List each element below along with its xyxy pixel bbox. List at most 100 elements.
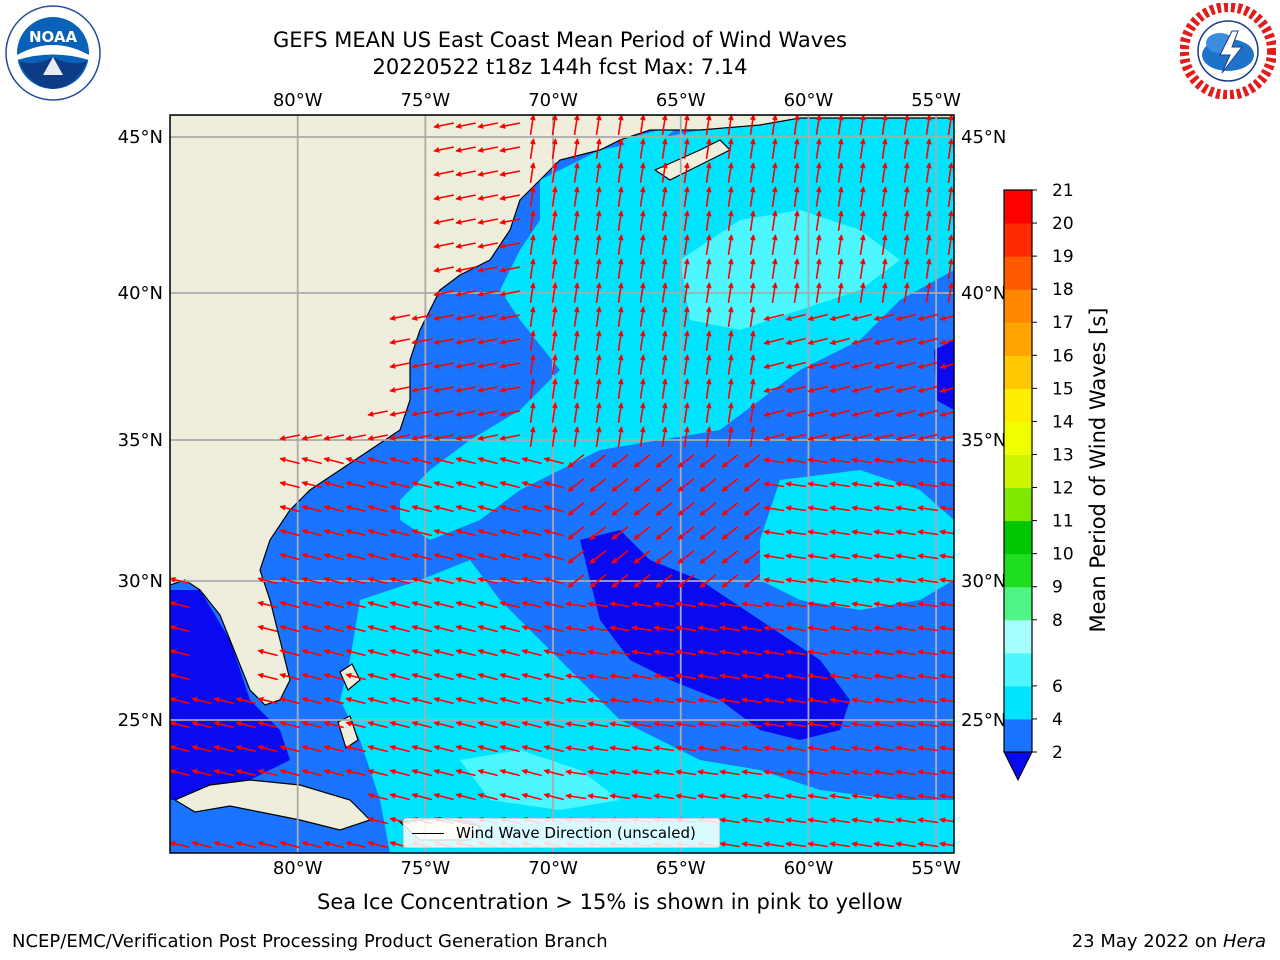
wave-direction-arrow [301, 552, 322, 561]
legend-label: Wind Wave Direction (unscaled) [456, 824, 696, 842]
lat-label-left: 25°N [118, 710, 163, 731]
wave-direction-arrow [301, 720, 322, 729]
wave-direction-arrow [631, 745, 653, 752]
wave-direction-arrow [727, 162, 734, 184]
wave-direction-arrow [851, 769, 873, 776]
wave-direction-arrow [573, 402, 580, 424]
wave-direction-arrow [455, 720, 476, 729]
wave-direction-arrow [433, 338, 454, 345]
wave-direction-arrow [477, 504, 498, 513]
wave-direction-arrow [785, 337, 806, 346]
colorbar-segment [1004, 619, 1032, 654]
wave-direction-arrow [653, 673, 675, 680]
wave-direction-arrow [721, 502, 739, 516]
wave-direction-arrow [323, 840, 344, 849]
wave-direction-arrow [499, 624, 520, 633]
colorbar-tick-label: 21 [1052, 181, 1074, 201]
wave-direction-arrow [411, 672, 432, 681]
map-frame [169, 114, 955, 854]
wave-direction-arrow [807, 433, 828, 442]
footer-date: 23 May 2022 on Hera [1072, 931, 1266, 952]
lon-label-bottom: 60°W [784, 858, 834, 879]
wave-direction-arrow [771, 162, 778, 184]
wave-direction-arrow [455, 242, 476, 249]
wave-direction-arrow [851, 793, 873, 800]
wave-direction-arrow [683, 258, 690, 280]
wave-direction-arrow [301, 624, 322, 633]
wave-direction-arrow [895, 721, 917, 728]
wave-direction-arrow [499, 768, 520, 777]
wave-direction-arrow [721, 526, 739, 540]
wave-direction-arrow [389, 480, 410, 489]
wave-direction-arrow [873, 529, 895, 536]
wave-direction-arrow [661, 354, 668, 376]
wave-direction-arrow [170, 648, 190, 657]
wave-direction-arrow [683, 186, 690, 208]
wave-direction-arrow [807, 553, 829, 560]
wave-direction-arrow [617, 306, 624, 328]
wave-direction-arrow [389, 362, 410, 369]
colorbar-segment [1004, 652, 1032, 687]
wave-direction-arrow [705, 115, 712, 136]
wave-direction-arrow [170, 744, 190, 753]
wave-direction-arrow [807, 649, 829, 656]
wave-direction-arrow [595, 282, 602, 304]
wave-direction-arrow [851, 409, 872, 418]
wave-direction-arrow [521, 648, 542, 657]
wave-direction-arrow [345, 552, 366, 561]
wave-direction-arrow [763, 361, 784, 370]
colorbar-segment [1004, 322, 1032, 356]
wave-direction-arrow [411, 648, 432, 657]
wave-direction-arrow [279, 504, 300, 513]
wave-direction-arrow [323, 600, 344, 609]
wave-direction-arrow [573, 282, 580, 304]
wave-direction-arrow [873, 553, 895, 560]
wave-direction-arrow [477, 194, 498, 201]
wave-direction-arrow [771, 258, 778, 280]
wave-direction-arrow [631, 601, 653, 608]
wave-direction-arrow [191, 696, 212, 705]
wave-direction-arrow [323, 696, 344, 705]
wave-direction-arrow [279, 672, 300, 681]
wave-direction-arrow [763, 385, 784, 394]
wave-direction-arrow [367, 696, 388, 705]
wave-direction-arrow [257, 648, 278, 657]
wave-direction-arrow [477, 266, 498, 273]
wave-direction-arrow [279, 480, 300, 489]
wave-direction-arrow [455, 362, 476, 369]
wave-direction-arrow [939, 841, 954, 848]
wave-direction-arrow [903, 162, 910, 184]
colorbar-tick-label: 8 [1052, 611, 1063, 631]
wave-direction-arrow [925, 115, 932, 136]
wave-direction-arrow [697, 793, 719, 800]
wave-direction-arrow [477, 768, 498, 777]
wave-direction-arrow [917, 433, 938, 442]
wave-direction-arrow [895, 361, 916, 370]
map-legend: Wind Wave Direction (unscaled) [403, 818, 720, 848]
wave-direction-arrow [661, 378, 668, 400]
wave-direction-arrow [367, 768, 388, 777]
wave-direction-arrow [477, 170, 498, 177]
wave-direction-arrow [859, 162, 866, 184]
wave-direction-arrow [170, 624, 190, 633]
wave-direction-arrow [551, 402, 558, 424]
wave-direction-arrow [589, 502, 607, 516]
wave-direction-arrow [661, 306, 668, 328]
wave-direction-arrow [609, 697, 631, 704]
wave-direction-arrow [455, 314, 476, 321]
wave-direction-arrow [639, 354, 646, 376]
wave-direction-arrow [895, 793, 917, 800]
wave-direction-arrow [939, 817, 954, 824]
wave-direction-arrow [345, 768, 366, 777]
wave-direction-arrow [749, 138, 756, 160]
wave-direction-arrow [661, 330, 668, 352]
wave-direction-arrow [719, 601, 741, 608]
wave-direction-arrow [697, 625, 719, 632]
wave-direction-arrow [551, 306, 558, 328]
wave-direction-arrow [785, 793, 807, 800]
wave-direction-arrow [279, 528, 300, 537]
wave-direction-arrow [675, 673, 697, 680]
wave-direction-arrow [191, 744, 212, 753]
wave-direction-arrow [697, 649, 719, 656]
wave-direction-arrow [661, 234, 668, 256]
